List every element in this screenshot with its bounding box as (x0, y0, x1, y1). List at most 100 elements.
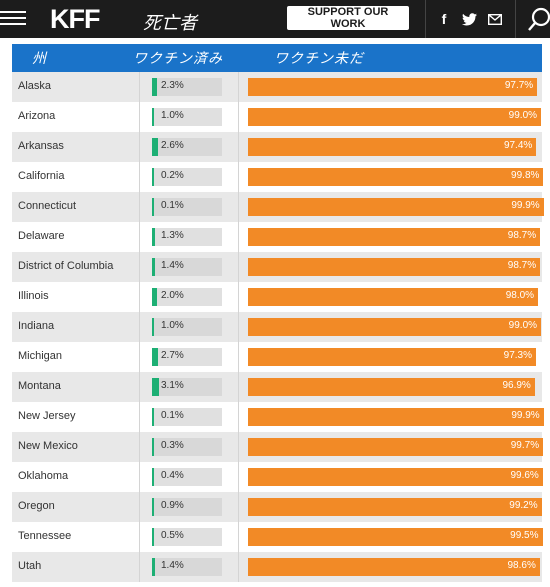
search-icon[interactable] (528, 6, 550, 32)
unvaccinated-value-label: 99.9% (511, 200, 540, 211)
support-our-work-button[interactable]: SUPPORT OUR WORK (287, 6, 409, 30)
column-divider (139, 492, 140, 522)
vaccinated-bar-track (152, 498, 222, 516)
menu-icon[interactable] (0, 7, 26, 31)
divider (425, 0, 426, 38)
state-label: Oregon (18, 500, 55, 512)
unvaccinated-value-label: 98.6% (507, 560, 536, 571)
facebook-icon[interactable]: f (441, 11, 447, 27)
vaccinated-value-label: 0.9% (161, 500, 184, 511)
column-divider (139, 282, 140, 312)
top-nav-bar: KFF 死亡者 SUPPORT OUR WORK f (0, 0, 550, 38)
column-divider (139, 402, 140, 432)
vaccinated-value-label: 1.3% (161, 230, 184, 241)
unvaccinated-value-label: 97.7% (504, 80, 534, 91)
table-row: Arkansas 2.6% 97.4% (12, 132, 542, 162)
unvaccinated-bar (248, 138, 537, 156)
vaccinated-bar-track (152, 408, 222, 426)
unvaccinated-value-label: 99.8% (511, 170, 540, 181)
unvaccinated-value-label: 99.2% (509, 500, 538, 511)
unvaccinated-bar (248, 258, 541, 276)
column-divider (238, 522, 239, 552)
handwritten-title: 死亡者 (143, 13, 197, 34)
column-divider (238, 72, 239, 102)
vaccinated-bar (152, 198, 154, 216)
vaccinated-value-label: 0.4% (161, 470, 184, 481)
column-divider (238, 192, 239, 222)
column-divider (238, 102, 239, 132)
column-divider (238, 402, 239, 432)
state-label: Delaware (18, 230, 65, 242)
unvaccinated-bar (248, 438, 544, 456)
vaccinated-bar-track (152, 258, 222, 276)
vaccinated-bar-track (152, 378, 222, 396)
unvaccinated-value-label: 98.7% (507, 260, 537, 271)
unvaccinated-bar (248, 198, 544, 216)
column-divider (139, 192, 140, 222)
column-divider (139, 462, 140, 492)
vaccinated-bar-track (152, 198, 222, 216)
vaccinated-value-label: 0.1% (161, 200, 184, 211)
vaccinated-value-label: 1.0% (161, 110, 184, 121)
vaccinated-value-label: 0.5% (161, 530, 184, 541)
unvaccinated-bar (248, 318, 542, 336)
twitter-icon[interactable] (460, 10, 478, 28)
column-header-unvaccinated: ワクチン未だ (274, 51, 364, 67)
vaccinated-bar (152, 528, 154, 546)
vaccinated-bar (152, 108, 155, 126)
column-divider (139, 102, 140, 132)
vaccinated-bar (152, 408, 154, 426)
state-label: California (18, 170, 65, 182)
vaccinated-bar-track (152, 168, 222, 186)
kff-logo[interactable]: KFF (50, 4, 100, 34)
table-row: Illinois 2.0% 98.0% (12, 282, 542, 312)
unvaccinated-bar (248, 288, 539, 306)
unvaccinated-bar (248, 558, 540, 576)
state-label: Alaska (18, 80, 52, 92)
unvaccinated-value-label: 99.6% (510, 470, 539, 481)
vaccinated-bar-track (152, 468, 222, 486)
vaccinated-value-label: 2.6% (161, 140, 184, 151)
vaccinated-value-label: 2.3% (161, 80, 184, 91)
divider (515, 0, 516, 38)
column-divider (238, 462, 239, 492)
column-divider (238, 432, 239, 462)
table-row: Utah 1.4% 98.6% (12, 552, 542, 582)
column-divider (139, 162, 140, 192)
column-divider (139, 72, 140, 102)
email-icon[interactable] (486, 10, 504, 28)
vaccinated-value-label: 0.1% (161, 410, 184, 421)
vaccinated-bar (152, 258, 156, 276)
table-header: 州 ワクチン済み ワクチン未だ (12, 44, 542, 72)
unvaccinated-value-label: 99.7% (510, 440, 540, 451)
vaccinated-value-label: 2.7% (161, 350, 184, 361)
unvaccinated-bar (248, 528, 543, 546)
column-header-state: 州 (32, 51, 47, 67)
unvaccinated-bar (248, 168, 544, 186)
vaccinated-value-label: 2.0% (161, 290, 184, 301)
table-row: California 0.2% 99.8% (12, 162, 544, 192)
state-label: New Mexico (18, 440, 78, 452)
vaccinated-value-label: 0.3% (161, 440, 184, 451)
column-divider (139, 252, 140, 282)
vaccinated-bar (152, 318, 155, 336)
state-label: Michigan (18, 350, 63, 362)
unvaccinated-value-label: 98.0% (505, 290, 535, 301)
vaccinated-bar-track (152, 528, 222, 546)
unvaccinated-bar (248, 468, 543, 486)
vaccinated-value-label: 1.0% (161, 320, 184, 331)
vaccinated-bar (152, 558, 156, 576)
column-divider (238, 492, 239, 522)
column-divider (139, 372, 140, 402)
table-row: Oregon 0.9% 99.2% (12, 492, 542, 522)
column-divider (238, 282, 239, 312)
table-row: New Jersey 0.1% 99.9% (12, 402, 544, 432)
vaccinated-bar (152, 228, 156, 246)
vaccinated-bar (152, 498, 155, 516)
unvaccinated-value-label: 99.0% (508, 110, 538, 121)
unvaccinated-value-label: 97.4% (503, 140, 533, 151)
unvaccinated-bar (248, 228, 541, 246)
unvaccinated-value-label: 96.9% (502, 380, 531, 391)
table-row: New Mexico 0.3% 99.7% (12, 432, 544, 462)
vaccinated-bar (152, 438, 154, 456)
